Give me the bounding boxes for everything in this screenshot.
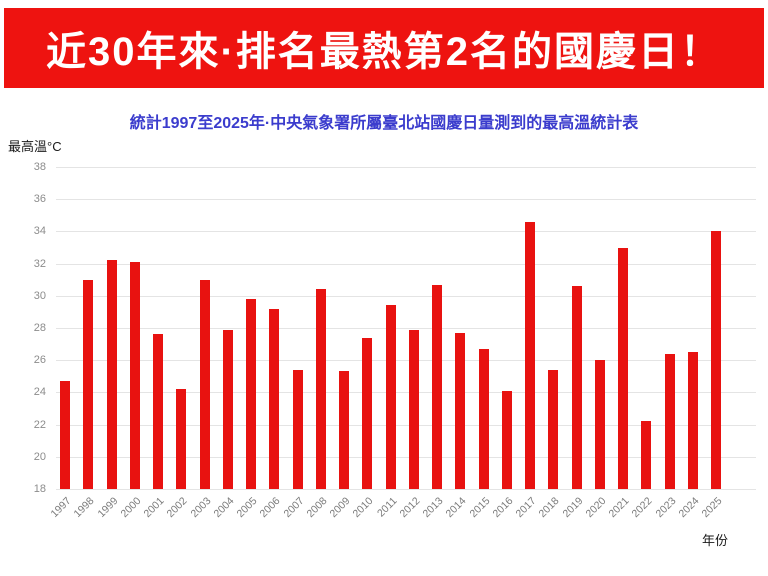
bar-2022 xyxy=(641,421,652,489)
bar-2011 xyxy=(385,305,396,489)
bar-2015 xyxy=(478,348,489,489)
bar-1997 xyxy=(60,381,70,489)
x-axis-tick-labels: 1997 1998 1999 2000 2001 2002 2003 2004 2005 2006… xyxy=(48,492,756,538)
gridline xyxy=(56,456,756,458)
gridline xyxy=(56,424,756,426)
bar-2000 xyxy=(129,262,140,489)
bar-2002 xyxy=(176,389,187,489)
y-tick-label: 38 xyxy=(33,161,46,173)
y-tick-label: 34 xyxy=(33,225,46,238)
bar-1999 xyxy=(106,260,117,489)
gridline xyxy=(56,199,756,201)
gridline xyxy=(56,295,756,297)
bar-2019 xyxy=(571,286,582,489)
bar-2021 xyxy=(618,247,628,489)
chart-title: 統計1997至2025年·中央氣象署所屬臺北站國慶日量測到的最高溫統計表 xyxy=(129,115,639,132)
y-tick-label: 18 xyxy=(33,483,46,495)
y-tick-label: 24 xyxy=(33,386,46,399)
gridline xyxy=(56,360,756,362)
bar-2010 xyxy=(362,337,373,489)
bar-2007 xyxy=(292,369,303,489)
bar-2009 xyxy=(339,371,349,489)
bar-2025 xyxy=(711,231,721,489)
y-tick-label: 28 xyxy=(33,322,46,334)
y-tick-label: 36 xyxy=(33,193,46,206)
gridline xyxy=(56,489,756,490)
gridline xyxy=(56,231,756,233)
bar-1998 xyxy=(83,279,94,489)
bar-2005 xyxy=(246,299,256,489)
plot-area xyxy=(56,167,756,490)
bar-2023 xyxy=(664,353,675,489)
y-axis-unit-label: 最高溫°C xyxy=(8,139,62,154)
y-tick-label: 30 xyxy=(33,289,46,302)
gridline xyxy=(56,167,756,168)
y-tick-label: 20 xyxy=(33,450,46,463)
y-tick-label: 22 xyxy=(33,418,46,431)
bar-2003 xyxy=(199,279,210,489)
y-axis-tick-labels: 18 20 22 24 26 28 30 32 34 36 38 xyxy=(0,161,50,495)
bar-2001 xyxy=(153,334,163,489)
bar-2008 xyxy=(315,289,326,489)
x-axis-title: 年份 xyxy=(702,533,729,548)
bar-2017 xyxy=(525,221,535,489)
bar-2014 xyxy=(455,332,466,489)
y-tick-label: 32 xyxy=(33,257,46,270)
bar-2004 xyxy=(222,329,233,489)
bar-2018 xyxy=(548,369,559,489)
y-tick-label: 26 xyxy=(33,354,46,367)
bar-2020 xyxy=(594,360,605,489)
gridline xyxy=(56,263,756,265)
bar-2016 xyxy=(501,390,512,489)
gridline xyxy=(56,392,756,394)
bar-2024 xyxy=(687,352,698,489)
headline-banner: 近30年來·排名最熱第2名的國慶日！ xyxy=(4,8,764,88)
gridline xyxy=(56,328,756,329)
bar-2012 xyxy=(408,329,419,489)
bar-2013 xyxy=(432,284,442,489)
bar-2006 xyxy=(269,308,280,489)
